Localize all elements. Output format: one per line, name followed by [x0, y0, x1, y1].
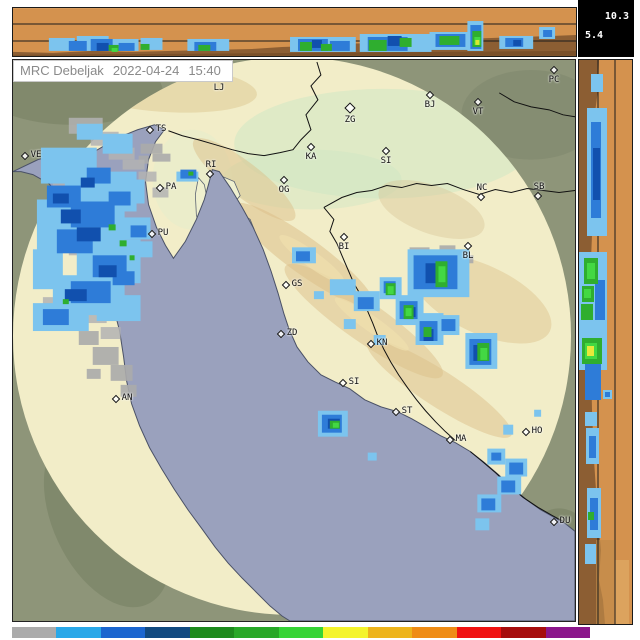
station-label: LJ	[213, 83, 225, 93]
station-label: DU	[559, 516, 571, 526]
station-label: ST	[401, 406, 413, 416]
reflectivity-colorbar	[12, 627, 591, 638]
colorbar-segment	[56, 627, 101, 638]
station-label: AN	[121, 393, 133, 403]
colorbar-segment	[412, 627, 457, 638]
station-label: SI	[380, 156, 392, 166]
top-height-profile-strip	[12, 7, 577, 57]
side-height-value: 5.4	[585, 30, 604, 41]
colorbar-segment	[234, 627, 279, 638]
title-bar: MRC Debeljak 2022-04-24 15:40	[13, 60, 233, 82]
colorbar-segment	[545, 627, 591, 638]
station-label: TS	[155, 124, 167, 134]
station-label: VT	[472, 107, 484, 117]
station-label: VE	[30, 150, 42, 160]
colorbar-segment	[456, 627, 502, 638]
radar-map-canvas	[13, 60, 575, 621]
station-label: HO	[531, 426, 543, 436]
station-label: OG	[278, 185, 290, 195]
station-label: RI	[205, 160, 217, 170]
colorbar-segment	[145, 627, 190, 638]
station-label: MA	[455, 434, 467, 444]
max-height-value: 10.3	[604, 11, 629, 22]
station-label: BL	[462, 251, 474, 261]
station-label: BI	[338, 242, 350, 252]
station-label: NC	[476, 183, 488, 193]
station-label: GS	[291, 279, 303, 289]
station-label: PC	[548, 75, 560, 85]
top-profile-echoes	[48, 21, 556, 52]
station-label: BJ	[424, 100, 436, 110]
radar-name: MRC Debeljak	[20, 63, 104, 78]
station-label: KA	[305, 152, 317, 162]
station-label: SI	[348, 377, 360, 387]
station-label: KN	[376, 338, 388, 348]
colorbar-segment	[189, 627, 235, 638]
colorbar-segment	[323, 627, 368, 638]
station-label: ZG	[344, 115, 356, 125]
right-height-profile-strip	[578, 59, 633, 625]
colorbar-segment	[501, 627, 546, 638]
colorbar-segment	[100, 627, 146, 638]
echo-top-corner-panel: 10.3 5.4	[578, 0, 634, 57]
scan-time: 15:40	[188, 63, 221, 78]
scan-date: 2022-04-24	[112, 63, 180, 78]
station-label: ZD	[286, 328, 298, 338]
precipitation-echoes	[32, 117, 542, 531]
right-profile-terrain	[579, 60, 605, 624]
station-label: SB	[533, 182, 545, 192]
right-profile-echoes	[579, 74, 612, 564]
colorbar-segment	[278, 627, 324, 638]
station-label: PU	[157, 228, 169, 238]
colorbar-segment	[12, 627, 57, 638]
radar-map: LJ ZG KA SI BJ VT PC VE TS RI PA PU OG NC SB BI BL GS ZD KN…	[12, 59, 576, 622]
colorbar-segment	[367, 627, 413, 638]
station-label: PA	[165, 182, 177, 192]
